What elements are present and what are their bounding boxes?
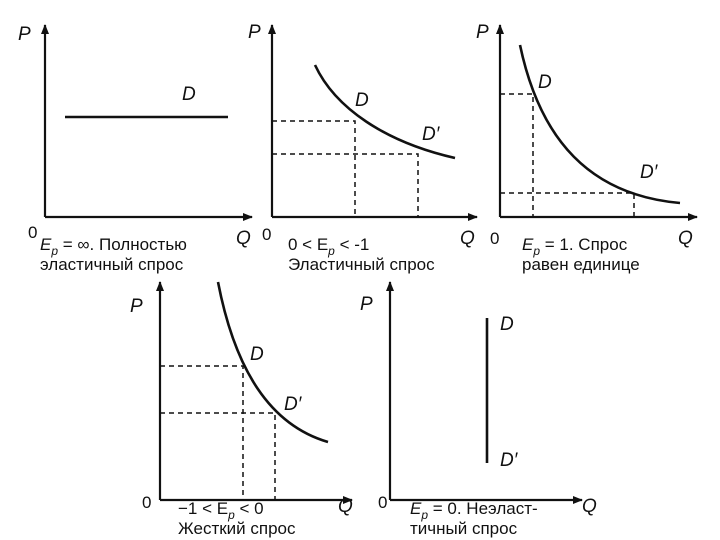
caption-line: тичный спрос bbox=[410, 519, 518, 538]
axis-label-q: Q bbox=[582, 496, 597, 517]
curve-label: D bbox=[500, 314, 514, 335]
caption-text: = 0. Неэласт- bbox=[428, 499, 538, 518]
caption-line: Ep = 1. Спрос bbox=[522, 235, 628, 258]
caption-text: E bbox=[522, 235, 534, 254]
guide-line bbox=[500, 93, 534, 217]
caption-line: Жесткий спрос bbox=[178, 519, 296, 538]
origin-label: 0 bbox=[378, 493, 387, 512]
demand-curve bbox=[518, 44, 681, 205]
caption-line: −1 < Ep < 0 bbox=[178, 499, 264, 522]
curve-label: D′ bbox=[422, 124, 441, 145]
caption-text: E bbox=[410, 499, 422, 518]
caption-text: −1 < E bbox=[178, 499, 228, 518]
axis-label-q: Q bbox=[460, 228, 475, 249]
caption-text: тичный спрос bbox=[410, 519, 518, 538]
axis-label-p: P bbox=[18, 24, 31, 45]
caption-text: эластичный спрос bbox=[40, 255, 184, 274]
curve-label: D′ bbox=[640, 162, 659, 183]
axis-label-p: P bbox=[476, 22, 489, 43]
guide-line bbox=[160, 412, 276, 500]
curve-label: D bbox=[250, 344, 264, 365]
axis-label-p: P bbox=[248, 22, 261, 43]
caption-text: E bbox=[40, 235, 52, 254]
subscript: p bbox=[227, 508, 235, 522]
origin-label: 0 bbox=[28, 223, 37, 242]
guide-line bbox=[272, 120, 356, 217]
origin-label: 0 bbox=[262, 225, 271, 244]
axis-label-q: Q bbox=[678, 228, 693, 249]
curve-label: D bbox=[538, 72, 552, 93]
caption-line: Ep = 0. Неэласт- bbox=[410, 499, 538, 522]
caption-line: Эластичный спрос bbox=[288, 255, 435, 274]
subscript: p bbox=[532, 244, 540, 258]
axis-label-q: Q bbox=[236, 228, 251, 249]
subscript: p bbox=[327, 244, 335, 258]
caption-text: Жесткий спрос bbox=[178, 519, 296, 538]
caption-text: < -1 bbox=[335, 235, 370, 254]
panel: P 0 Q D D′ Ep = 0. Неэласт-тичный спрос bbox=[360, 281, 597, 538]
demand-curve bbox=[313, 64, 456, 160]
curve-label: D bbox=[355, 90, 369, 111]
curve-label: D bbox=[182, 84, 196, 105]
guide-line bbox=[160, 365, 244, 500]
caption-line: эластичный спрос bbox=[40, 255, 184, 274]
guide-line bbox=[272, 153, 419, 217]
subscript: p bbox=[420, 508, 428, 522]
caption-text: < 0 bbox=[235, 499, 264, 518]
caption-text: = ∞. Полностью bbox=[58, 235, 187, 254]
caption-line: равен единице bbox=[522, 255, 640, 274]
caption-text: 0 < E bbox=[288, 235, 328, 254]
subscript: p bbox=[50, 244, 58, 258]
caption-text: Эластичный спрос bbox=[288, 255, 435, 274]
caption-text: равен единице bbox=[522, 255, 640, 274]
caption-line: Ep = ∞. Полностью bbox=[40, 235, 187, 258]
origin-label: 0 bbox=[142, 493, 151, 512]
origin-label: 0 bbox=[490, 229, 499, 248]
curve-label: D′ bbox=[500, 450, 519, 471]
guide-line bbox=[500, 192, 635, 217]
demand-curve bbox=[216, 281, 329, 444]
axis-label-p: P bbox=[130, 296, 143, 317]
axis-label-q: Q bbox=[338, 496, 353, 517]
curve-label: D′ bbox=[284, 394, 303, 415]
caption-line: 0 < Ep < -1 bbox=[288, 235, 369, 258]
caption-text: = 1. Спрос bbox=[540, 235, 628, 254]
axis-label-p: P bbox=[360, 294, 373, 315]
